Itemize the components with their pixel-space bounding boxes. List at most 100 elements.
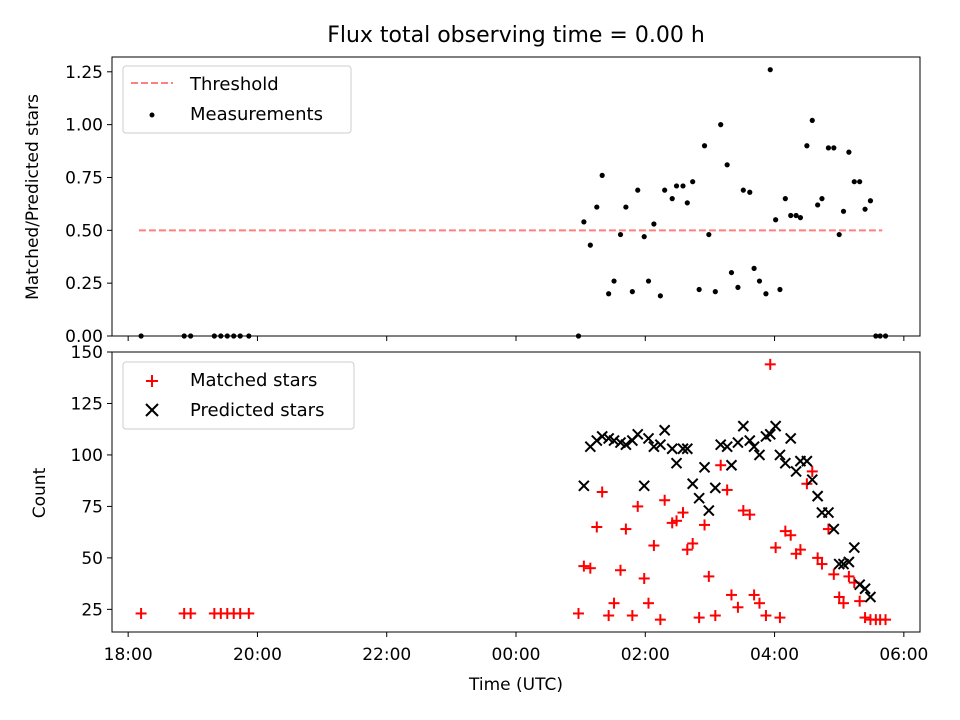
predicted-stars-marker [848, 541, 860, 554]
measurement-point [690, 179, 696, 185]
predicted-stars-marker [744, 434, 756, 447]
matched-stars-marker [737, 505, 749, 517]
matched-stars-marker [838, 597, 850, 609]
predicted-stars-marker-b [698, 461, 711, 474]
predicted-stars-marker [774, 449, 786, 461]
matched-stars-marker [615, 564, 627, 576]
bottom-y-axis-label: Count [30, 467, 50, 518]
bottom-x-tick-label: 20:00 [233, 645, 282, 665]
predicted-stars-marker [753, 449, 766, 461]
matched-stars-marker [632, 500, 644, 512]
matched-stars-marker [709, 610, 721, 622]
measurement-point [809, 117, 815, 124]
predicted-stars-marker-b [677, 443, 689, 455]
measurement-point [617, 231, 624, 238]
predicted-stars-marker [859, 583, 871, 595]
predicted-stars-marker [703, 504, 715, 517]
measurement-point [815, 202, 821, 208]
predicted-stars-marker-b [714, 438, 727, 451]
predicted-stars-marker-b [614, 436, 627, 449]
matched-stars-marker [603, 610, 615, 622]
measurement-point [804, 143, 810, 149]
bottom-y-tick-label: 100 [71, 446, 103, 466]
matched-stars-marker [677, 507, 689, 519]
predicted-stars-marker-b [737, 420, 750, 432]
predicted-stars-marker-b [748, 440, 760, 453]
predicted-stars-marker-b [811, 490, 824, 502]
measurements-legend-label: Measurements [190, 104, 323, 125]
measurement-point [623, 204, 629, 210]
matched-stars-marker [816, 558, 828, 570]
threshold-legend-label: Threshold [189, 74, 279, 95]
predicted-stars-marker [732, 436, 744, 449]
predicted-stars-marker-b [828, 523, 840, 535]
predicted-stars-marker [608, 434, 620, 447]
predicted-stars-marker-b [764, 428, 776, 441]
measurement-point [712, 289, 718, 295]
matched-stars-marker [812, 552, 824, 564]
predicted-stars-marker-b [638, 480, 650, 492]
measurement-point [645, 278, 652, 284]
predicted-stars-marker [811, 490, 824, 502]
measurement-point [635, 187, 641, 193]
top-plot-area: 0.00 0.25 0.50 0.75 1.00 1.25 [65, 56, 921, 347]
matched-stars-marker [833, 591, 845, 603]
measurement-point [728, 269, 735, 276]
measurement-point [831, 145, 837, 151]
predicted-stars-marker-b [725, 459, 738, 471]
matched-stars-marker [725, 589, 737, 601]
predicted-stars-marker-b [732, 436, 744, 449]
matched-stars-marker [764, 358, 776, 370]
measurement-point [673, 183, 680, 189]
measurement-point [851, 179, 857, 185]
matched-stars-marker [620, 523, 632, 535]
predicted-stars-marker-b [753, 449, 766, 461]
matched-stars-marker [591, 521, 603, 533]
matched-stars-marker [638, 572, 650, 584]
predicted-stars-marker-b [769, 420, 782, 432]
measurement-point [777, 286, 783, 293]
matched-stars-marker [822, 523, 834, 535]
measurement-point [740, 187, 746, 193]
matched-stars-marker [770, 542, 782, 554]
measurement-point [718, 122, 724, 128]
measurement-point [836, 231, 842, 238]
measurement-point [862, 206, 868, 212]
measurement-point [797, 215, 804, 221]
matched-stars-marker [687, 537, 699, 549]
measurement-point [684, 200, 690, 206]
bottom-axes-frame [111, 351, 921, 633]
predicted-stars-marker-b [703, 504, 715, 517]
top-y-tick-label: 0.50 [65, 221, 103, 241]
predicted-stars-marker [833, 558, 845, 570]
matched-stars-marker [643, 597, 655, 609]
predicted-stars-marker-b [790, 465, 802, 478]
bottom-x-tick-label: 18:00 [104, 645, 153, 665]
matched-stars-marker [732, 601, 744, 613]
predicted-stars-marker-b [642, 432, 655, 445]
bottom-plot-area: 25 50 75 100 125 150 18:00 20:00 22:00 00:00 02:00… [71, 343, 929, 665]
predicted-stars-marker [681, 443, 694, 455]
measurements-legend-swatch [149, 112, 155, 118]
bottom-y-tick-label: 150 [71, 343, 103, 363]
predicted-stars-marker [654, 438, 667, 451]
measurement-point [846, 149, 852, 155]
matched-stars-marker [828, 568, 840, 580]
measurement-point [599, 172, 605, 178]
predicted-stars-marker [642, 432, 655, 445]
matched-stars-marker [135, 607, 147, 619]
predicted-stars-marker [693, 492, 705, 504]
matched-stars-marker [843, 570, 855, 582]
measurement-point [793, 212, 799, 219]
predicted-stars-marker-b [806, 473, 818, 486]
measurement-point [641, 234, 647, 240]
predicted-stars-marker [596, 430, 608, 443]
predicted-stars-marker [843, 556, 855, 568]
predicted-stars-marker [822, 506, 835, 519]
matched-stars-marker [699, 519, 711, 531]
predicted-stars-marker-b [833, 558, 845, 570]
matched-stars-marker [806, 465, 818, 477]
x-axis-label: Time (UTC) [468, 675, 563, 695]
predicted-stars-marker-b [801, 455, 813, 467]
predicted-stars-marker [658, 424, 671, 436]
